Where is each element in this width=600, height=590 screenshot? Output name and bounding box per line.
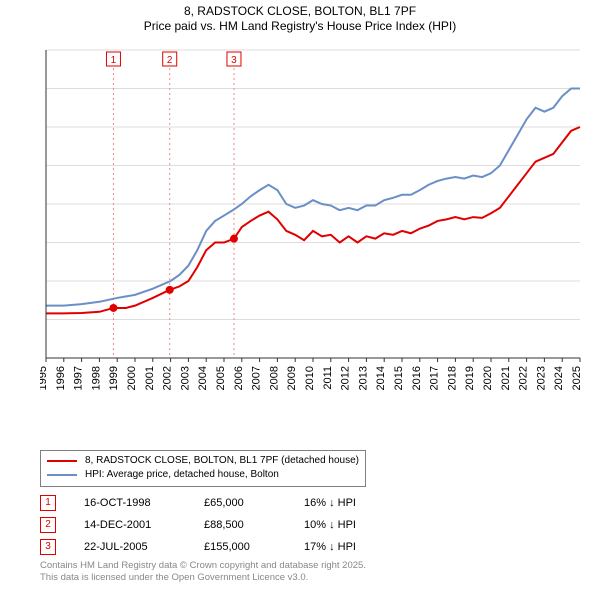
y-tick-label: £150K xyxy=(40,238,41,250)
x-tick-label: 2008 xyxy=(268,366,280,390)
x-tick-label: 2001 xyxy=(144,366,156,390)
event-row: 3 22-JUL-2005£155,00017% ↓ HPI xyxy=(40,536,414,558)
event-price: £155,000 xyxy=(204,541,304,553)
x-tick-label: 1998 xyxy=(90,366,102,390)
title-block: 8, RADSTOCK CLOSE, BOLTON, BL1 7PF Price… xyxy=(0,0,600,34)
x-tick-label: 2011 xyxy=(322,366,334,390)
x-tick-label: 2005 xyxy=(215,366,227,390)
x-tick-label: 2002 xyxy=(162,366,174,390)
x-tick-label: 2022 xyxy=(518,366,530,390)
x-tick-label: 2025 xyxy=(571,366,583,390)
x-tick-label: 1996 xyxy=(55,366,67,390)
legend-label: HPI: Average price, detached house, Bolt… xyxy=(85,468,279,482)
x-tick-label: 2023 xyxy=(535,366,547,390)
event-date: 14-DEC-2001 xyxy=(84,519,204,531)
subtitle: Price paid vs. HM Land Registry's House … xyxy=(0,19,600,34)
x-tick-label: 2019 xyxy=(464,366,476,390)
x-tick-label: 2000 xyxy=(126,366,138,390)
legend-item: 8, RADSTOCK CLOSE, BOLTON, BL1 7PF (deta… xyxy=(47,454,359,468)
chart: £0£50K£100K£150K£200K£250K£300K£350K£400… xyxy=(40,44,586,404)
legend-item: HPI: Average price, detached house, Bolt… xyxy=(47,468,359,482)
event-row: 2 14-DEC-2001£88,50010% ↓ HPI xyxy=(40,514,414,536)
x-tick-label: 1997 xyxy=(73,366,85,390)
legend-label: 8, RADSTOCK CLOSE, BOLTON, BL1 7PF (deta… xyxy=(85,454,359,468)
event-number: 3 xyxy=(40,539,56,555)
x-tick-label: 2003 xyxy=(179,366,191,390)
event-row: 1 16-OCT-1998£65,00016% ↓ HPI xyxy=(40,492,414,514)
event-delta: 10% ↓ HPI xyxy=(304,519,414,531)
series-price_paid xyxy=(46,127,580,313)
x-tick-label: 1995 xyxy=(40,366,49,390)
title: 8, RADSTOCK CLOSE, BOLTON, BL1 7PF xyxy=(0,4,600,19)
x-tick-label: 2017 xyxy=(429,366,441,390)
marker-dot xyxy=(166,286,174,294)
x-tick-label: 1999 xyxy=(108,366,120,390)
event-date: 22-JUL-2005 xyxy=(84,541,204,553)
legend-swatch xyxy=(47,460,77,462)
y-tick-label: £250K xyxy=(40,161,41,173)
x-tick-label: 2004 xyxy=(197,366,209,390)
x-tick-label: 2024 xyxy=(553,366,565,390)
x-tick-label: 2006 xyxy=(233,366,245,390)
event-delta: 17% ↓ HPI xyxy=(304,541,414,553)
y-tick-label: £300K xyxy=(40,122,41,134)
event-number: 2 xyxy=(40,517,56,533)
figure: 8, RADSTOCK CLOSE, BOLTON, BL1 7PF Price… xyxy=(0,0,600,590)
marker-label: 1 xyxy=(111,55,117,66)
marker-dot xyxy=(230,235,238,243)
y-tick-label: £200K xyxy=(40,199,41,211)
marker-label: 3 xyxy=(231,55,237,66)
x-tick-label: 2018 xyxy=(446,366,458,390)
x-tick-label: 2010 xyxy=(304,366,316,390)
event-price: £65,000 xyxy=(204,497,304,509)
events-table: 1 16-OCT-1998£65,00016% ↓ HPI 2 14-DEC-2001… xyxy=(40,492,414,558)
y-tick-label: £350K xyxy=(40,84,41,96)
event-delta: 16% ↓ HPI xyxy=(304,497,414,509)
event-date: 16-OCT-1998 xyxy=(84,497,204,509)
footer-line-2: This data is licensed under the Open Gov… xyxy=(40,572,366,584)
event-price: £88,500 xyxy=(204,519,304,531)
x-tick-label: 2014 xyxy=(375,366,387,390)
x-tick-label: 2015 xyxy=(393,366,405,390)
marker-label: 2 xyxy=(167,55,173,66)
y-tick-label: £50K xyxy=(40,315,41,327)
x-tick-label: 2021 xyxy=(500,366,512,390)
legend: 8, RADSTOCK CLOSE, BOLTON, BL1 7PF (deta… xyxy=(40,450,366,487)
x-tick-label: 2009 xyxy=(286,366,298,390)
x-tick-label: 2007 xyxy=(251,366,263,390)
x-tick-label: 2012 xyxy=(340,366,352,390)
footer: Contains HM Land Registry data © Crown c… xyxy=(40,560,366,584)
y-tick-label: £100K xyxy=(40,276,41,288)
y-tick-label: £400K xyxy=(40,45,41,57)
footer-line-1: Contains HM Land Registry data © Crown c… xyxy=(40,560,366,572)
series-hpi xyxy=(46,89,580,306)
x-tick-label: 2016 xyxy=(411,366,423,390)
x-tick-label: 2020 xyxy=(482,366,494,390)
legend-swatch xyxy=(47,474,77,476)
x-tick-label: 2013 xyxy=(357,366,369,390)
event-number: 1 xyxy=(40,495,56,511)
marker-dot xyxy=(109,304,117,312)
